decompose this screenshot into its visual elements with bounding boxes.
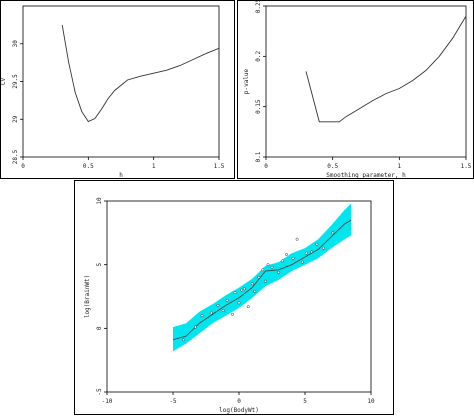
x-axis-label: h — [119, 172, 123, 179]
brain-body-chart: -10 -5 0 5 10 -5 0 5 10 log(BodyWt) log(BrainWt) — [84, 197, 375, 414]
data-point — [266, 263, 270, 267]
data-point — [250, 282, 254, 286]
x-axis-label: Smoothing parameter, h — [326, 172, 406, 179]
x-tick-label: 1 — [398, 163, 402, 170]
y-tick-label: 30 — [12, 40, 19, 48]
x-tick-label: 10 — [367, 398, 375, 405]
data-point — [263, 279, 267, 283]
x-tick-label: 0 — [21, 163, 25, 170]
series-line — [305, 15, 467, 123]
data-point — [237, 301, 241, 305]
y-tick-label: 0.1 — [255, 151, 262, 162]
data-point — [310, 250, 314, 254]
data-point — [200, 314, 204, 318]
x-tick-label: 0.5 — [83, 163, 94, 170]
y-tick-label: 5 — [96, 262, 103, 266]
pvalue-plot-panel: 0 0.5 1 1.5 0.1 0.15 0.2 0.25 Smoothing paramete… — [237, 0, 474, 179]
data-point — [270, 265, 274, 269]
data-point — [225, 298, 229, 302]
plot-frame — [265, 5, 467, 158]
data-point — [281, 259, 285, 263]
y-tick-label: 10 — [96, 197, 103, 205]
x-tick-label: 1.5 — [461, 163, 472, 170]
brain-body-plot-panel: -10 -5 0 5 10 -5 0 5 10 log(BodyWt) log(BrainWt) — [74, 180, 394, 415]
data-point — [257, 275, 261, 279]
data-point — [209, 311, 213, 315]
x-tick-label: 1.5 — [214, 163, 225, 170]
data-point — [291, 256, 295, 260]
data-point — [285, 253, 288, 256]
data-point — [182, 338, 186, 342]
data-point — [216, 303, 220, 307]
y-tick-label: 0.25 — [255, 0, 262, 13]
data-point — [295, 237, 299, 241]
y-tick-label: 29.5 — [12, 74, 19, 89]
data-point — [230, 312, 234, 316]
y-tick-label: 0.2 — [255, 51, 262, 62]
y-tick-label: 0.15 — [255, 99, 262, 114]
x-tick-label: 0 — [237, 398, 241, 405]
x-axis-label: log(BodyWt) — [219, 407, 259, 414]
data-point — [221, 309, 225, 312]
data-point — [246, 305, 250, 309]
pvalue-chart: 0 0.5 1 1.5 0.1 0.15 0.2 0.25 Smoothing paramete… — [243, 0, 472, 179]
y-tick-label: 0 — [96, 326, 103, 330]
series-line — [61, 24, 220, 123]
x-tick-label: 0 — [264, 163, 268, 170]
y-axis-label: p-value — [243, 68, 250, 94]
y-tick-label: 28.5 — [12, 149, 19, 164]
data-point — [315, 242, 319, 246]
x-tick-label: 1 — [152, 163, 156, 170]
x-tick-label: 5 — [303, 398, 307, 405]
data-point — [322, 246, 325, 250]
data-point — [300, 260, 304, 264]
data-point — [242, 287, 246, 291]
data-point — [304, 251, 308, 255]
y-axis-label: CV — [0, 78, 7, 86]
data-point — [233, 291, 237, 295]
y-axis-label: log(BrainWt) — [84, 275, 91, 318]
confidence-band — [173, 203, 352, 352]
y-tick-label: -5 — [96, 388, 103, 396]
fitted-curve — [172, 219, 352, 341]
x-tick-label: -10 — [102, 398, 113, 405]
cv-plot-panel: 0 0.5 1 1.5 28.5 29 29.5 30 h CV — [0, 0, 235, 179]
x-tick-label: 0.5 — [327, 163, 338, 170]
data-point — [331, 231, 335, 235]
plot-frame — [22, 5, 220, 158]
data-point — [240, 288, 244, 292]
data-point — [261, 268, 265, 272]
x-tick-label: -5 — [169, 398, 177, 405]
data-point — [253, 289, 257, 293]
data-point — [193, 325, 197, 329]
cv-chart: 0 0.5 1 1.5 28.5 29 29.5 30 h CV — [0, 5, 225, 179]
data-point — [277, 270, 281, 274]
y-tick-label: 29 — [12, 115, 19, 123]
